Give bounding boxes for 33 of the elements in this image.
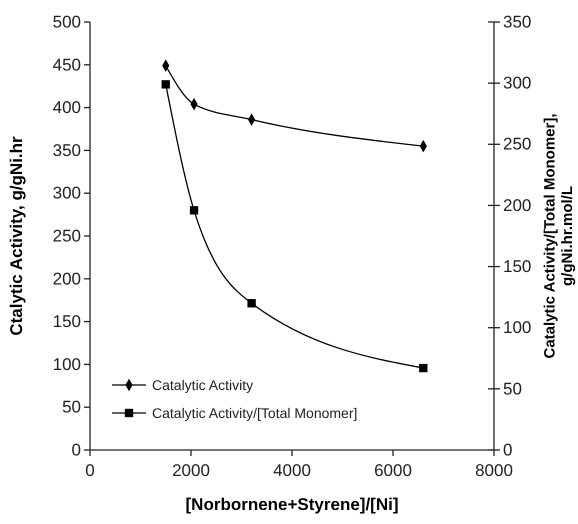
y2-tick-label: 200 <box>503 196 532 215</box>
point <box>247 299 256 308</box>
y2-tick-label: 250 <box>503 134 532 154</box>
y-tick-label: 400 <box>52 98 81 118</box>
y2-tick-label: 300 <box>503 74 532 93</box>
y-axis-title: Ctalytic Activity, g/gNi.hr <box>7 136 26 336</box>
y2-tick-label: 150 <box>503 257 532 276</box>
point <box>190 206 198 215</box>
y-tick-label: 500 <box>52 12 81 32</box>
y-tick-label: 100 <box>52 354 81 374</box>
x-axis-title: [Norbornene+Styrene]/[Ni] <box>186 495 398 514</box>
x-tick-label: 8000 <box>475 461 513 480</box>
x-tick-label: 0 <box>85 461 95 480</box>
legend-label: Catalytic Activity/[Total Monomer] <box>152 405 358 421</box>
y-tick-label: 200 <box>52 269 81 288</box>
y-tick-label: 0 <box>72 440 81 460</box>
y-tick-label: 300 <box>52 184 81 203</box>
x-tick-label: 2000 <box>172 461 210 480</box>
y2-tick-label: 50 <box>503 379 522 398</box>
y-tick-label: 250 <box>52 226 81 246</box>
point <box>162 80 170 89</box>
y-tick-label: 50 <box>62 398 81 417</box>
y-tick-label: 150 <box>52 312 81 332</box>
point <box>419 364 428 372</box>
x-tick-label: 6000 <box>374 461 412 480</box>
y2-tick-label: 350 <box>503 12 532 32</box>
x-tick-label: 4000 <box>273 461 311 480</box>
legend-label: Catalytic Activity <box>152 377 254 393</box>
y-tick-label: 450 <box>52 55 81 74</box>
y2-tick-label: 100 <box>503 318 532 338</box>
y-tick-label: 350 <box>52 140 81 160</box>
y2-tick-label: 0 <box>503 440 512 460</box>
y2-axis-title: Catalytic Activity/[Total Monomer], g/gNi.hr.mol/L <box>542 113 576 359</box>
